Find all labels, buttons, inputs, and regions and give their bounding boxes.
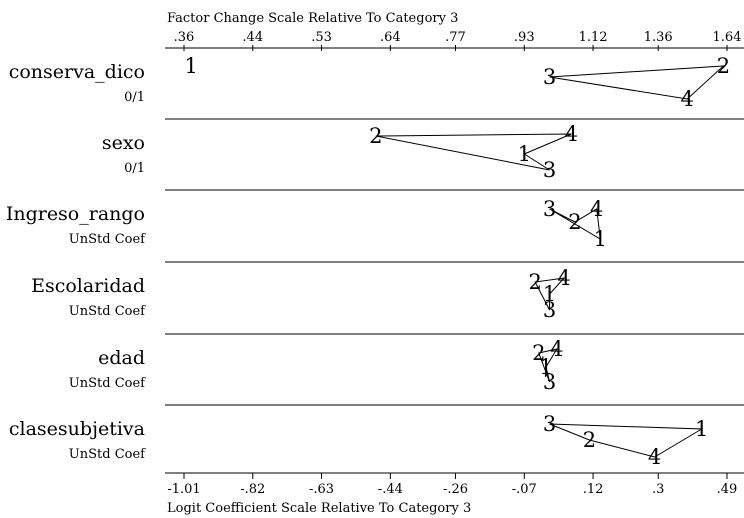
- category-marker-1: 1: [539, 355, 552, 379]
- category-marker-3: 3: [543, 370, 556, 394]
- category-marker-1: 1: [518, 142, 531, 166]
- category-marker-3: 3: [543, 158, 556, 182]
- variable-name: Ingreso_rango: [6, 203, 145, 225]
- bottom-tick-label: -1.01: [167, 482, 200, 497]
- category-marker-1: 1: [594, 227, 607, 251]
- top-tick-label: .64: [380, 30, 401, 45]
- category-marker-1: 1: [185, 54, 198, 78]
- variable-scale: 0/1: [124, 161, 145, 176]
- panel-Ingreso_rango: Ingreso_rango UnStd Coef 324 1: [6, 197, 607, 251]
- top-tick-label: 1.64: [713, 30, 742, 45]
- bottom-tick-label: .12: [583, 482, 604, 497]
- top-tick-label: .53: [311, 30, 332, 45]
- category-marker-2: 2: [568, 210, 581, 234]
- top-tick-label: .36: [174, 30, 195, 45]
- top-tick-label: .77: [445, 30, 466, 45]
- variable-scale: 0/1: [124, 90, 145, 105]
- panel-sexo: sexo 0/1 2 134: [102, 122, 578, 182]
- category-marker-2: 2: [717, 54, 730, 78]
- category-marker-4: 4: [590, 197, 603, 221]
- bottom-tick-label: -.82: [240, 482, 265, 497]
- bottom-tick-labels: -1.01 -.82 -.63 -.44 -.26 -.07 .12 .3 .49: [167, 473, 737, 497]
- category-marker-3: 3: [543, 412, 556, 436]
- category-connector: [549, 423, 704, 458]
- category-marker-4: 4: [680, 87, 693, 111]
- category-marker-3: 3: [543, 197, 556, 221]
- category-marker-4: 4: [550, 337, 563, 361]
- top-axis-label: Factor Change Scale Relative To Category…: [167, 11, 458, 26]
- variable-name: conserva_dico: [9, 61, 145, 83]
- category-connector: [534, 277, 566, 311]
- variable-name: Escolaridad: [31, 275, 145, 297]
- variable-name: clasesubjetiva: [9, 418, 145, 440]
- bottom-tick-label: -.07: [512, 482, 537, 497]
- variable-scale: UnStd Coef: [69, 447, 146, 462]
- category-marker-4: 4: [557, 266, 570, 290]
- variable-name: edad: [98, 347, 145, 369]
- top-tick-label: .93: [514, 30, 535, 45]
- bottom-tick-label: -.44: [378, 482, 403, 497]
- variable-name: sexo: [102, 132, 145, 154]
- panel-Escolaridad: Escolaridad UnStd Coef 2 134: [31, 266, 571, 322]
- category-connector: [549, 65, 725, 100]
- bottom-axis-label: Logit Coefficient Scale Relative To Cate…: [167, 501, 471, 516]
- top-tick-label: .44: [242, 30, 263, 45]
- category-marker-4: 4: [648, 445, 661, 469]
- panel-clasesubjetiva: clasesubjetiva UnStd Coef 3 2 4 1: [9, 412, 708, 469]
- top-tick-labels: .36 .44 .53 .64 .77 .93 1.12 1.36 1.64: [174, 30, 742, 51]
- top-tick-label: 1.12: [579, 30, 608, 45]
- category-connector: [538, 348, 558, 383]
- category-marker-2: 2: [532, 341, 545, 365]
- bottom-tick-label: -.26: [443, 482, 468, 497]
- category-marker-2: 2: [583, 428, 596, 452]
- panel-edad: edad UnStd Coef 213 4: [69, 337, 564, 394]
- category-marker-4: 4: [565, 122, 578, 146]
- category-marker-1: 1: [695, 417, 708, 441]
- category-marker-2: 2: [369, 124, 382, 148]
- panel-conserva_dico: conserva_dico 0/1 1 3 42: [9, 54, 730, 111]
- category-marker-1: 1: [543, 282, 556, 306]
- variable-scale: UnStd Coef: [69, 304, 146, 319]
- bottom-tick-label: .3: [652, 482, 664, 497]
- category-marker-3: 3: [543, 298, 556, 322]
- category-connector: [375, 133, 572, 171]
- top-tick-label: 1.36: [644, 30, 673, 45]
- variable-scale: UnStd Coef: [69, 376, 146, 391]
- category-connector: [549, 208, 601, 240]
- variable-scale: UnStd Coef: [69, 232, 146, 247]
- bottom-tick-label: .49: [717, 482, 738, 497]
- category-marker-2: 2: [528, 270, 541, 294]
- category-marker-3: 3: [543, 65, 556, 89]
- bottom-tick-label: -.63: [309, 482, 334, 497]
